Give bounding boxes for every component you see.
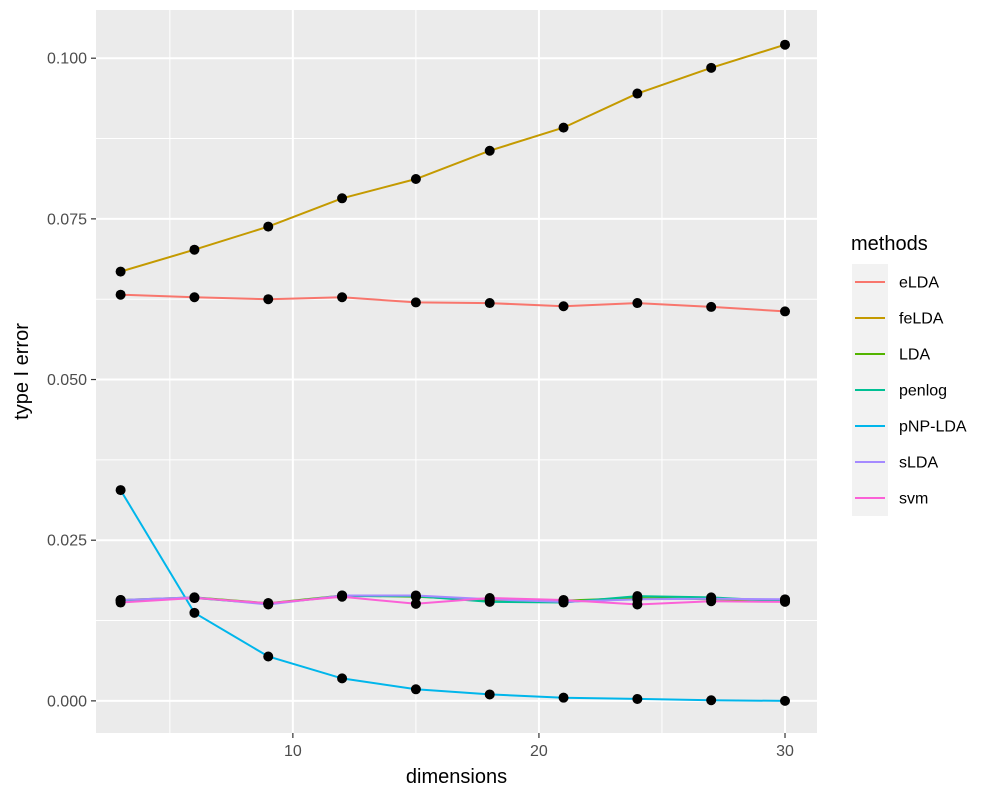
point-pnp-lda xyxy=(410,684,421,695)
point-elda xyxy=(337,292,348,303)
point-svm xyxy=(410,598,421,609)
point-felda xyxy=(706,62,717,73)
series-points xyxy=(115,39,791,706)
point-felda xyxy=(189,244,200,255)
x-tick-label: 10 xyxy=(284,743,302,760)
point-svm xyxy=(263,598,274,609)
legend-label: sLDA xyxy=(899,455,938,472)
point-pnp-lda xyxy=(337,673,348,684)
legend-item-slda: sLDA xyxy=(855,455,938,472)
point-elda xyxy=(558,301,569,312)
series-line-svm xyxy=(120,595,786,606)
point-pnp-lda xyxy=(263,651,274,662)
point-pnp-lda xyxy=(632,693,643,704)
point-pnp-lda xyxy=(558,692,569,703)
point-felda xyxy=(337,193,348,204)
legend-label: LDA xyxy=(899,347,930,364)
point-elda xyxy=(263,294,274,305)
plot-panel xyxy=(96,10,817,733)
legend-label: penlog xyxy=(899,383,947,400)
point-elda xyxy=(115,289,126,300)
x-axis-title: dimensions xyxy=(406,766,507,788)
y-axis: 0.000 0.025 0.050 0.075 0.100 xyxy=(47,51,96,710)
point-svm xyxy=(189,593,200,604)
legend-item-lda: LDA xyxy=(855,347,930,364)
point-felda xyxy=(263,221,274,232)
point-elda xyxy=(706,301,717,312)
point-svm xyxy=(558,594,569,605)
y-tick-label: 0.100 xyxy=(47,51,87,68)
x-tick-label: 30 xyxy=(776,743,794,760)
point-felda xyxy=(558,122,569,133)
series-line-felda xyxy=(120,43,786,273)
y-tick-label: 0.050 xyxy=(47,372,87,389)
x-tick-label: 20 xyxy=(530,743,548,760)
point-svm xyxy=(337,591,348,602)
point-svm xyxy=(484,593,495,604)
point-felda xyxy=(780,39,791,50)
legend-item-pnp-lda: pNP-LDA xyxy=(855,419,967,436)
point-svm xyxy=(780,596,791,607)
major-gridlines xyxy=(96,10,817,733)
point-elda xyxy=(484,298,495,309)
point-svm xyxy=(706,596,717,607)
point-pnp-lda xyxy=(189,607,200,618)
point-elda xyxy=(189,292,200,303)
point-elda xyxy=(632,298,643,309)
legend-label: pNP-LDA xyxy=(899,419,967,436)
point-svm xyxy=(632,599,643,610)
series-line-elda xyxy=(120,293,786,313)
legend-item-penlog: penlog xyxy=(855,383,947,400)
legend-item-felda: feLDA xyxy=(855,311,944,328)
series-line-pnp-lda xyxy=(119,489,786,702)
point-felda xyxy=(115,266,126,277)
point-pnp-lda xyxy=(706,695,717,706)
legend: methods eLDA feLDA LDA penlog pNP-LDA sLDA svm xyxy=(851,233,967,516)
series-lines xyxy=(119,43,786,702)
legend-item-elda: eLDA xyxy=(855,275,939,292)
point-pnp-lda xyxy=(115,485,126,496)
legend-label: eLDA xyxy=(899,275,939,292)
point-felda xyxy=(484,145,495,156)
legend-title: methods xyxy=(851,233,928,255)
legend-label: feLDA xyxy=(899,311,944,328)
legend-item-svm: svm xyxy=(855,491,928,508)
point-felda xyxy=(410,174,421,185)
y-tick-label: 0.075 xyxy=(47,211,87,228)
point-elda xyxy=(780,306,791,317)
point-elda xyxy=(410,297,421,308)
point-pnp-lda xyxy=(484,689,495,700)
point-slda xyxy=(410,590,421,601)
y-tick-label: 0.025 xyxy=(47,533,87,550)
point-felda xyxy=(632,88,643,99)
point-svm xyxy=(115,597,126,608)
y-tick-label: 0.000 xyxy=(47,693,87,710)
legend-label: svm xyxy=(899,491,928,508)
x-axis: 10 20 30 xyxy=(284,733,794,760)
point-pnp-lda xyxy=(780,695,791,706)
y-axis-title: type I error xyxy=(11,323,33,420)
minor-gridlines xyxy=(96,10,817,733)
